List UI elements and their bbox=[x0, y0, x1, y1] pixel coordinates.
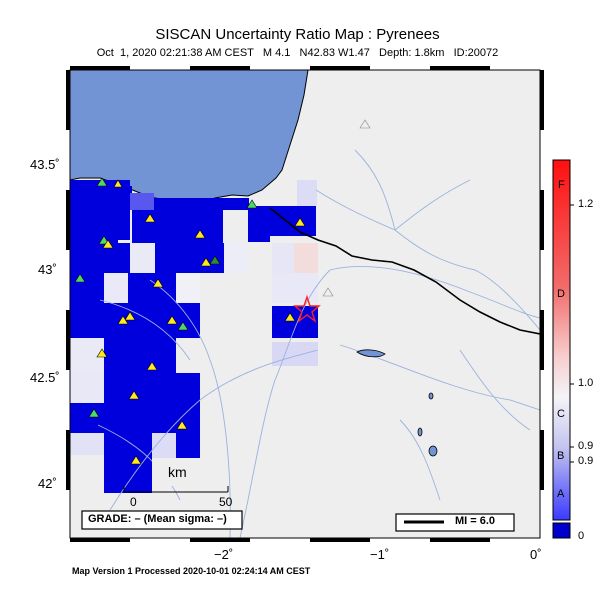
colorbar-letter-d: D bbox=[557, 288, 565, 300]
uncertainty-grid bbox=[70, 180, 318, 493]
colorbar-value-1-2: 1.2 bbox=[578, 198, 594, 210]
mi-text: MI = 6.0 bbox=[455, 515, 496, 527]
colorbar-letter-c: C bbox=[557, 408, 565, 420]
scale-end: 50 bbox=[219, 495, 233, 509]
grade-text: GRADE: – (Mean sigma: –) bbox=[88, 513, 227, 525]
scale-bar bbox=[123, 460, 229, 493]
lon-label-minus-2: −2˚ bbox=[214, 547, 234, 562]
station-triangles bbox=[74, 119, 371, 465]
epicenter-star bbox=[293, 294, 321, 323]
scale-start: 0 bbox=[130, 495, 137, 509]
colorbar-value-1-0: 1.0 bbox=[578, 377, 594, 389]
colorbar bbox=[552, 159, 574, 539]
colorbar-letter-b: B bbox=[557, 450, 565, 462]
lat-label-43: 43˚ bbox=[38, 262, 57, 277]
colorbar-value-0: 0 bbox=[578, 530, 585, 542]
scale-unit: km bbox=[168, 464, 187, 480]
lakes bbox=[356, 349, 438, 457]
event-info: Oct 1, 2020 02:21:38 AM CEST M 4.1 N42.8… bbox=[96, 47, 499, 59]
border-line bbox=[269, 207, 540, 335]
colorbar-letter-f: F bbox=[558, 179, 565, 191]
colorbar-letter-a: A bbox=[557, 488, 565, 500]
grade-box-frame bbox=[81, 510, 243, 530]
lat-label-42-5: 42.5˚ bbox=[30, 370, 60, 385]
mi-box-frame bbox=[395, 513, 515, 532]
colorbar-value-0-9a: 0.9 bbox=[578, 440, 594, 452]
rivers bbox=[97, 149, 540, 538]
lon-label-minus-1: −1˚ bbox=[370, 547, 390, 562]
lon-label-0: 0˚ bbox=[530, 547, 542, 562]
lat-label-42: 42˚ bbox=[38, 476, 57, 491]
colorbar-value-0-9b: 0.9 bbox=[578, 455, 594, 467]
lat-label-43-5: 43.5˚ bbox=[30, 157, 60, 172]
frame-ticks bbox=[66, 66, 544, 542]
footer-processed: Map Version 1 Processed 2020-10-01 02:24… bbox=[72, 566, 311, 576]
map-title: SISCAN Uncertainty Ratio Map : Pyrenees bbox=[155, 26, 440, 43]
